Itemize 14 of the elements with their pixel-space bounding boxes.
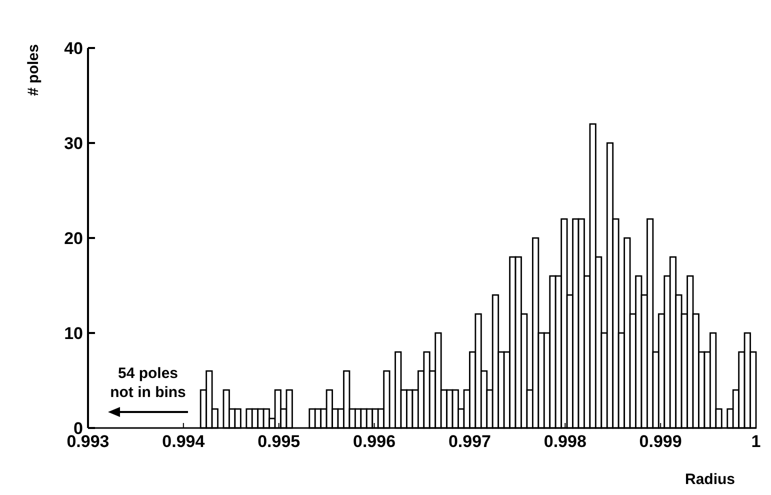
x-tick-label: 0.997 (448, 432, 491, 451)
x-axis-title: Radius (684, 471, 736, 488)
annotation: 54 poles not in bins (110, 365, 186, 401)
x-tick-label: 0.998 (544, 432, 586, 451)
x-tick-label: 0.994 (162, 432, 206, 451)
y-axis-title: # poles (25, 44, 42, 96)
y-tick-label: 30 (64, 134, 83, 153)
x-tick-label: 1 (751, 432, 761, 451)
x-tick-label: 0.999 (639, 432, 682, 451)
y-tick-label: 40 (64, 38, 83, 58)
y-tick-label: 10 (64, 324, 83, 343)
y-tick-label: 20 (64, 228, 83, 248)
x-tick-label: 0.995 (258, 432, 300, 451)
x-tick-label: 0.996 (353, 432, 396, 451)
